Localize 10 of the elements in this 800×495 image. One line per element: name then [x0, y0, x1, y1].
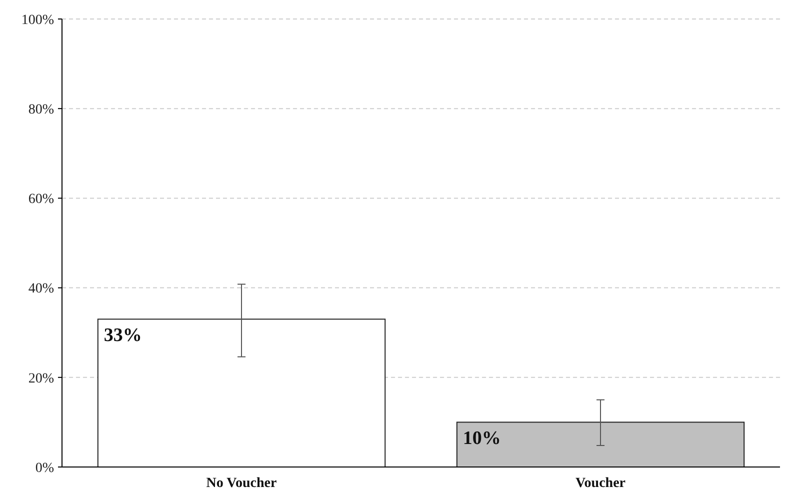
- data-label: 33%: [104, 325, 142, 346]
- y-tick-label: 100%: [21, 12, 54, 28]
- y-tick-label: 60%: [28, 192, 54, 208]
- x-tick-label: No Voucher: [206, 476, 277, 491]
- y-tick-label: 80%: [28, 102, 54, 118]
- data-label: 10%: [462, 428, 501, 450]
- y-tick-label: 40%: [28, 282, 54, 297]
- y-tick-label: 0%: [35, 460, 54, 476]
- y-tick-label: 20%: [28, 371, 54, 386]
- x-tick-label: Voucher: [575, 476, 626, 491]
